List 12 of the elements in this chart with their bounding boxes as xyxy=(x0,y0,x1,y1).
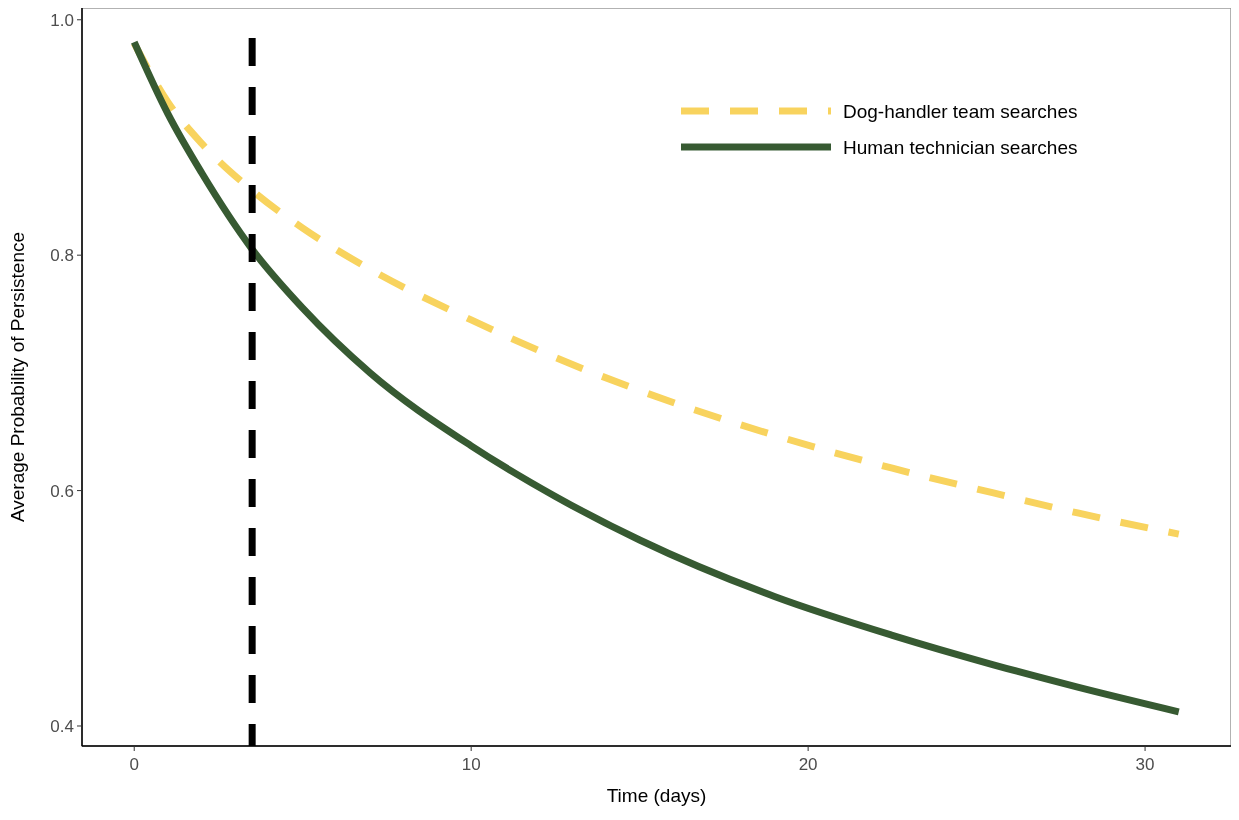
y-tick-label: 0.8 xyxy=(50,246,74,266)
y-tick-label: 0.4 xyxy=(50,716,74,736)
y-tick-label: 1.0 xyxy=(50,10,74,30)
legend-label: Human technician searches xyxy=(843,137,1078,158)
y-axis-title: Average Probability of Persistence xyxy=(7,231,28,523)
y-tick-label: 0.6 xyxy=(50,481,74,501)
legend-label: Dog-handler team searches xyxy=(843,101,1078,122)
x-tick-label: 10 xyxy=(461,755,481,774)
x-tick-label: 30 xyxy=(1135,755,1155,774)
x-tick-label: 0 xyxy=(129,755,139,774)
x-tick-label: 20 xyxy=(798,755,818,774)
x-axis-title: Time (days) xyxy=(606,785,707,806)
